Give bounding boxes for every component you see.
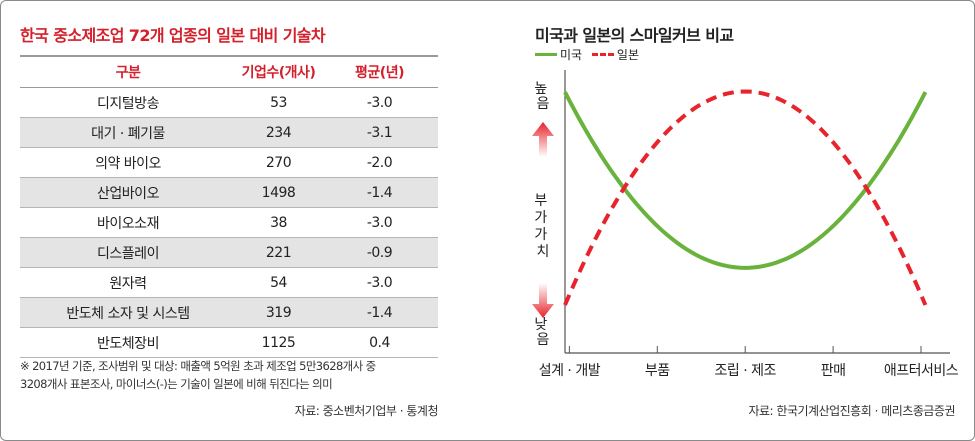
y-axis-high-label: 높 음 xyxy=(534,81,551,112)
x-tick-label: 부품 xyxy=(645,363,670,379)
company-count: 234 xyxy=(236,117,321,148)
y-title-char: 가 xyxy=(534,210,547,226)
y-title-char: 가 xyxy=(534,227,547,243)
x-axis-ticks xyxy=(568,346,922,353)
average-gap-years: -1.4 xyxy=(321,177,438,208)
series-line-japan xyxy=(563,89,928,306)
legend-item-japan: 일본 xyxy=(591,46,640,63)
x-axis-tick-labels: 설계 · 개발 부품 조립 · 제조 판매 애프터서비스 xyxy=(539,363,960,379)
y-low-char: 음 xyxy=(537,332,550,348)
industry-name: 원자력 xyxy=(20,267,236,298)
legend-swatch-dashed-red xyxy=(591,53,614,56)
legend-item-us: 미국 xyxy=(535,46,582,63)
y-low-char: 낮 xyxy=(534,317,547,333)
average-gap-years: -3.0 xyxy=(321,267,438,298)
table-title: 한국 중소제조업 72개 업종의 일본 대비 기술차 xyxy=(20,26,326,45)
average-gap-years: -3.0 xyxy=(321,87,438,118)
industry-name: 반도체 소자 및 시스템 xyxy=(20,297,236,328)
chart-source: 자료: 한국기계산업진흥회 · 메리츠종금증권 xyxy=(748,404,955,418)
tech-gap-table: 구분 기업수(개사) 평균(년) 디지털방송 53 -3.0 대기 · 폐기물 … xyxy=(20,55,438,358)
chart-series xyxy=(563,89,928,306)
column-header-category: 구분 xyxy=(20,55,236,88)
industry-name: 의약 바이오 xyxy=(20,147,236,178)
legend-label-japan: 일본 xyxy=(616,48,640,62)
table-row: 반도체장비 1125 0.4 xyxy=(20,327,438,358)
y-title-char: 부 xyxy=(534,193,547,209)
legend-label-us: 미국 xyxy=(560,48,583,62)
table-footnote: ※ 2017년 기준, 조사범위 및 대상: 매출액 5억원 초과 제조업 5만… xyxy=(20,357,445,393)
chart-title: 미국과 일본의 스마일커브 비교 xyxy=(535,26,734,45)
table-row: 산업바이오 1498 -1.4 xyxy=(20,177,438,208)
y-title-char: 치 xyxy=(537,244,550,260)
x-tick-label: 판매 xyxy=(821,363,846,379)
x-tick-label: 설계 · 개발 xyxy=(539,363,601,379)
smile-curve-chart: 높 음 부 가 가 치 낮 음 설계 · 개발 부품 조립 · 제조 판매 애프터서비스 xyxy=(532,70,960,379)
chart-legend: 미국 일본 xyxy=(535,45,645,63)
company-count: 319 xyxy=(236,297,321,328)
table-header-row: 구분 기업수(개사) 평균(년) xyxy=(20,55,438,88)
arrow-up-icon xyxy=(532,122,554,157)
industry-name: 반도체장비 xyxy=(20,327,236,358)
company-count: 53 xyxy=(236,87,321,118)
table-row: 바이오소재 38 -3.0 xyxy=(20,207,438,238)
footnote-line: 3208개사 표본조사, 마이너스(-)는 기술이 일본에 비해 뒤진다는 의미 xyxy=(20,377,333,391)
series-line-us xyxy=(563,91,928,270)
footnote-line: ※ 2017년 기준, 조사범위 및 대상: 매출액 5억원 초과 제조업 5만… xyxy=(20,359,376,373)
table-row: 원자력 54 -3.0 xyxy=(20,267,438,298)
company-count: 38 xyxy=(236,207,321,238)
average-gap-years: -3.1 xyxy=(321,117,438,148)
company-count: 1498 xyxy=(236,177,321,208)
company-count: 270 xyxy=(236,147,321,178)
column-header-average-years: 평균(년) xyxy=(321,55,438,88)
average-gap-years: -0.9 xyxy=(321,237,438,268)
table-source: 자료: 중소벤처기업부 · 통계청 xyxy=(294,404,439,418)
table-row: 디지털방송 53 -3.0 xyxy=(20,87,438,118)
average-gap-years: -1.4 xyxy=(321,297,438,328)
average-gap-years: -2.0 xyxy=(321,147,438,178)
y-high-char: 음 xyxy=(537,96,550,112)
average-gap-years: -3.0 xyxy=(321,207,438,238)
industry-name: 디스플레이 xyxy=(20,237,236,268)
company-count: 1125 xyxy=(236,327,321,358)
y-axis-title: 부 가 가 치 xyxy=(534,193,551,260)
industry-name: 바이오소재 xyxy=(20,207,236,238)
y-axis-low-label: 낮 음 xyxy=(534,317,551,348)
table-row: 디스플레이 221 -0.9 xyxy=(20,237,438,268)
legend-swatch-solid-green xyxy=(535,53,557,56)
industry-name: 디지털방송 xyxy=(20,87,236,118)
y-high-char: 높 xyxy=(534,81,547,97)
column-header-company-count: 기업수(개사) xyxy=(236,55,321,88)
table-row: 반도체 소자 및 시스템 319 -1.4 xyxy=(20,297,438,328)
industry-name: 산업바이오 xyxy=(20,177,236,208)
x-tick-label: 조립 · 제조 xyxy=(715,363,777,379)
arrow-down-icon xyxy=(532,283,554,318)
company-count: 54 xyxy=(236,267,321,298)
table-row: 대기 · 폐기물 234 -3.1 xyxy=(20,117,438,148)
company-count: 221 xyxy=(236,237,321,268)
table-row: 의약 바이오 270 -2.0 xyxy=(20,147,438,178)
x-tick-label: 애프터서비스 xyxy=(884,363,959,379)
industry-name: 대기 · 폐기물 xyxy=(20,117,236,148)
average-gap-years: 0.4 xyxy=(321,327,438,358)
